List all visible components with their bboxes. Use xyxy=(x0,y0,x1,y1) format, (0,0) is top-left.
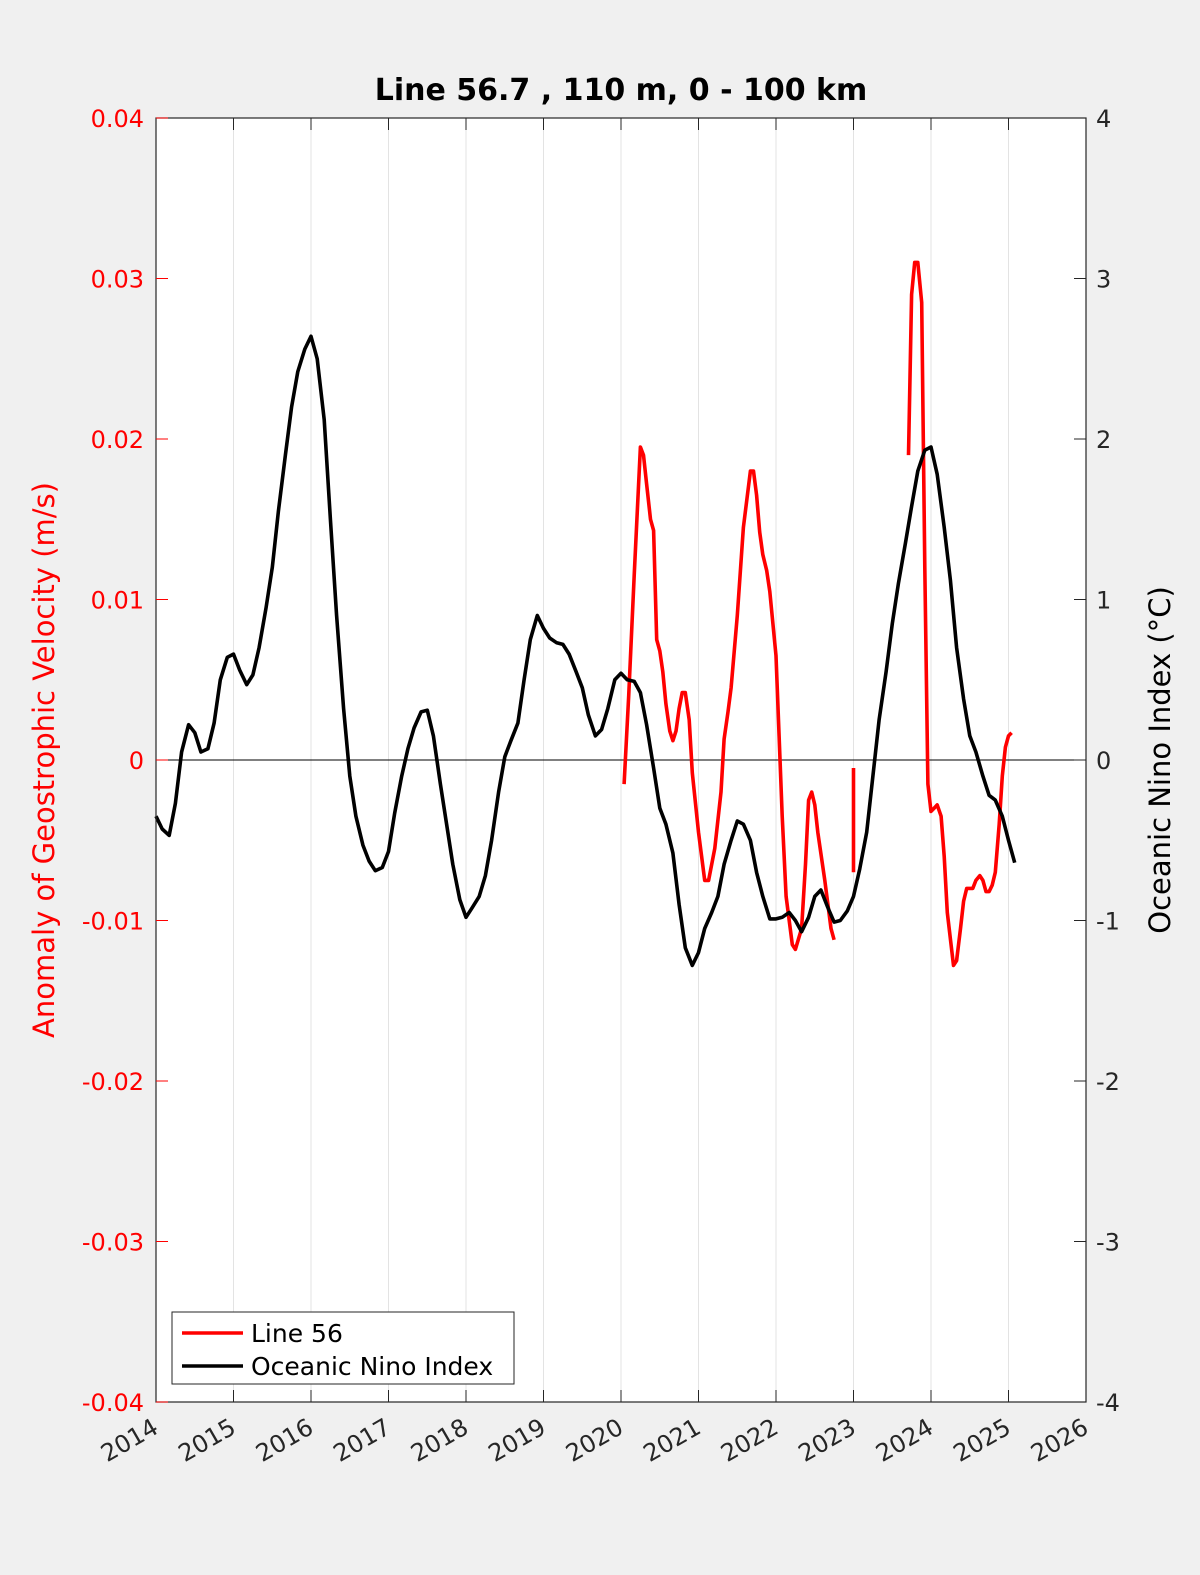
y-right-tick-label--4: -4 xyxy=(1096,1389,1120,1417)
y-left-tick-label--0.04: -0.04 xyxy=(82,1389,144,1417)
y-left-tick-label--0.03: -0.03 xyxy=(82,1229,144,1257)
y-right-tick-label--2: -2 xyxy=(1096,1068,1120,1096)
legend-line56-label: Line 56 xyxy=(251,1319,343,1348)
y-left-tick-label-0: 0 xyxy=(129,747,144,775)
chart-title: Line 56.7 , 110 m, 0 - 100 km xyxy=(375,73,868,108)
series-line-line56-0 xyxy=(622,445,836,952)
y-left-tick-label-0.03: 0.03 xyxy=(91,266,144,294)
legend-oni-label: Oceanic Nino Index xyxy=(251,1352,493,1381)
y-right-tick-label-4: 4 xyxy=(1096,105,1111,133)
y-left-tick-label--0.02: -0.02 xyxy=(82,1068,144,1096)
y-left-tick-label-0.04: 0.04 xyxy=(91,105,144,133)
y-left-tick-label--0.01: -0.01 xyxy=(82,908,144,936)
series-layer xyxy=(154,260,1017,968)
y-right-tick-label--1: -1 xyxy=(1096,908,1120,936)
y-right-tick-label-3: 3 xyxy=(1096,266,1111,294)
legend-box xyxy=(171,1311,515,1385)
y-left-tick-label-0.01: 0.01 xyxy=(91,587,144,615)
y-right-tick-label-1: 1 xyxy=(1096,587,1111,615)
series-line-oni-0 xyxy=(154,334,1017,968)
y-left-tick-label-0.02: 0.02 xyxy=(91,426,144,454)
y-right-tick-label-0: 0 xyxy=(1096,747,1111,775)
y-right-tick-label--3: -3 xyxy=(1096,1229,1120,1257)
series-line-line56-2 xyxy=(906,260,1013,968)
left-axis-title: Anomaly of Geostrophic Velocity (m/s) xyxy=(27,482,61,1038)
y-right-tick-label-2: 2 xyxy=(1096,426,1111,454)
legend: Line 56 Oceanic Nino Index xyxy=(171,1311,515,1385)
right-axis-title: Oceanic Nino Index (°C) xyxy=(1143,586,1177,934)
